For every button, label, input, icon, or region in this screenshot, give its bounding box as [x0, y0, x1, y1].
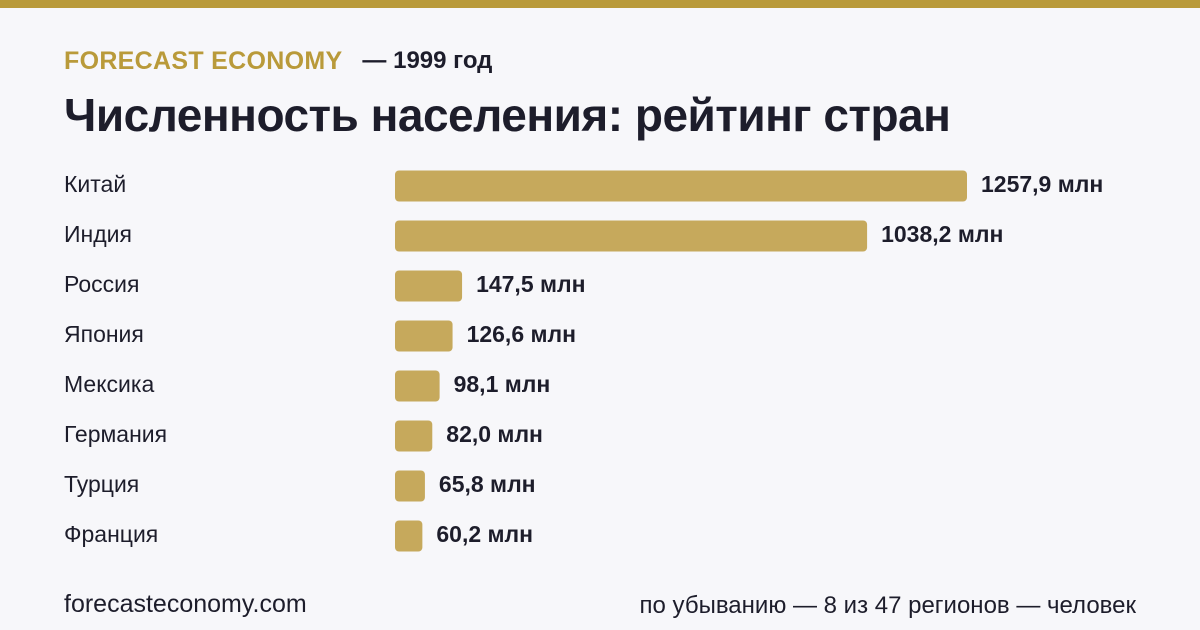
- top-accent-bar: [0, 0, 1200, 8]
- category-label: Россия: [64, 271, 139, 297]
- category-label: Мексика: [64, 371, 154, 397]
- category-label: Франция: [64, 521, 158, 547]
- bar-0: [395, 170, 967, 202]
- value-label: 1257,9 млн: [981, 171, 1103, 197]
- value-label: 65,8 млн: [439, 471, 536, 497]
- bar-1: [395, 220, 868, 252]
- bar-3: [395, 320, 453, 352]
- bar-7: [395, 520, 423, 552]
- value-label: 60,2 млн: [436, 521, 533, 547]
- category-label: Турция: [64, 471, 139, 497]
- value-label: 98,1 млн: [454, 371, 551, 397]
- footer-site: forecasteconomy.com: [64, 590, 307, 618]
- category-label: Китай: [64, 171, 126, 197]
- year-label: — 1999 год: [362, 47, 493, 74]
- value-label: 1038,2 млн: [881, 221, 1003, 247]
- category-label: Индия: [64, 221, 132, 247]
- bar-5: [395, 420, 433, 452]
- value-label: 126,6 млн: [467, 321, 576, 347]
- header: FORECAST ECONOMY — 1999 год: [64, 44, 492, 78]
- value-label: 82,0 млн: [446, 421, 543, 447]
- category-label: Япония: [64, 321, 144, 347]
- chart-title: Численность населения: рейтинг стран: [64, 89, 951, 141]
- bar-6: [395, 470, 425, 502]
- footer-note: по убыванию — 8 из 47 регионов — человек: [639, 592, 1136, 619]
- brand-name: FORECAST ECONOMY: [64, 46, 343, 75]
- bar-4: [395, 370, 440, 402]
- bar-2: [395, 270, 463, 302]
- category-label: Германия: [64, 421, 167, 447]
- value-label: 147,5 млн: [476, 271, 585, 297]
